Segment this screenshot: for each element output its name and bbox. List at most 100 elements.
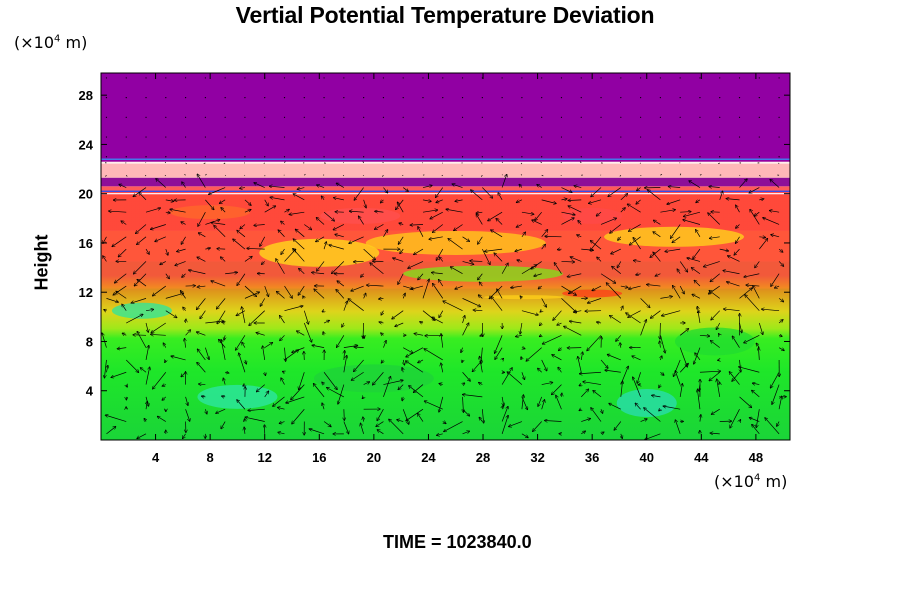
wind-vector	[740, 359, 741, 372]
wind-vector	[299, 268, 305, 274]
wind-vector	[583, 382, 602, 385]
wind-vector	[485, 248, 503, 251]
wind-vector	[778, 396, 782, 410]
wind-vector	[619, 161, 622, 164]
wind-vector-dot	[778, 77, 780, 79]
wind-vector-dot	[165, 136, 167, 138]
wind-vector	[177, 248, 186, 251]
wind-vector-dot	[204, 116, 206, 118]
wind-vector-dot	[521, 136, 523, 138]
wind-vector	[728, 256, 740, 262]
field-patch-7	[483, 295, 564, 300]
wind-vector	[671, 224, 681, 238]
wind-vector-dot	[778, 97, 780, 99]
wind-vector	[719, 249, 729, 251]
wind-vector	[717, 379, 721, 397]
wind-vector-dot	[224, 77, 226, 79]
wind-vector	[118, 248, 127, 257]
wind-vector	[439, 310, 444, 318]
wind-vector	[263, 162, 265, 164]
wind-vector	[708, 213, 720, 225]
y-tick-label: 12	[79, 285, 93, 300]
wind-vector	[644, 408, 661, 422]
wind-vector	[342, 174, 345, 177]
wind-vector	[538, 368, 542, 373]
wind-vector-dot	[125, 77, 127, 79]
y-tick-label: 4	[86, 384, 94, 399]
wind-vector	[441, 363, 443, 373]
wind-vector	[399, 223, 404, 224]
wind-vector	[683, 220, 701, 225]
wind-vector-dot	[778, 136, 780, 138]
wind-vector	[304, 224, 311, 229]
wind-vector	[203, 162, 206, 164]
wind-vector	[354, 359, 364, 371]
wind-vector	[533, 421, 542, 432]
x-tick-label: 8	[207, 450, 214, 465]
wind-vector	[103, 256, 107, 262]
wind-vector	[552, 384, 562, 395]
wind-vector	[144, 174, 147, 177]
wind-vector-dot	[699, 156, 701, 158]
wind-vector	[600, 218, 616, 225]
wind-vector	[672, 236, 681, 243]
wind-vector	[211, 281, 226, 287]
wind-vector	[711, 310, 720, 320]
wind-vector	[697, 311, 700, 313]
wind-vector	[752, 425, 760, 435]
wind-vector	[205, 248, 210, 249]
wind-vector	[601, 409, 603, 413]
wind-vector	[561, 211, 575, 215]
wind-vector-dot	[501, 77, 503, 79]
wind-vector	[109, 211, 127, 212]
wind-vector	[406, 347, 424, 357]
wind-vector	[323, 372, 337, 389]
wind-vector	[606, 283, 622, 299]
wind-vector-dot	[600, 136, 602, 138]
wind-vector	[406, 408, 424, 421]
wind-vector	[377, 409, 384, 420]
wind-vector	[431, 273, 443, 274]
wind-vector	[280, 316, 285, 324]
wind-vector	[732, 372, 740, 381]
wind-vector	[354, 347, 364, 348]
heatmap-band-4	[101, 186, 790, 195]
x-tick-label: 16	[312, 450, 326, 465]
wind-vector-dot	[105, 156, 108, 158]
field-patch-1	[365, 230, 546, 255]
wind-vector	[597, 322, 602, 323]
wind-vector	[242, 342, 246, 348]
wind-vector	[264, 391, 269, 398]
wind-vector	[470, 261, 483, 262]
wind-vector	[660, 174, 663, 176]
x-tick-label: 28	[476, 450, 490, 465]
wind-vector	[753, 286, 760, 299]
wind-vector	[614, 421, 622, 431]
wind-vector	[375, 224, 384, 229]
wind-vector	[600, 359, 608, 368]
wind-vector	[610, 224, 622, 233]
y-tick-label: 24	[79, 137, 94, 152]
wind-vector-dot	[125, 97, 127, 99]
wind-vector	[667, 199, 681, 204]
wind-vector	[605, 370, 621, 373]
wind-vector	[198, 211, 206, 226]
wind-vector	[292, 408, 305, 424]
wind-vector	[450, 267, 463, 275]
wind-vector	[165, 360, 166, 363]
wind-vector	[697, 306, 701, 324]
wind-vector	[166, 248, 168, 255]
field-patch-5	[170, 205, 251, 220]
wind-vector	[373, 372, 384, 385]
wind-vector	[663, 406, 681, 410]
wind-vector	[224, 335, 225, 340]
wind-vector-dot	[323, 156, 325, 158]
wind-vector	[515, 248, 523, 251]
wind-vector-dot	[640, 116, 642, 118]
wind-vector-dot	[363, 116, 365, 118]
wind-vector	[478, 236, 483, 244]
wind-vector	[402, 409, 409, 424]
wind-vector-dot	[738, 116, 741, 118]
wind-vector	[360, 423, 364, 434]
wind-vector	[765, 418, 780, 435]
